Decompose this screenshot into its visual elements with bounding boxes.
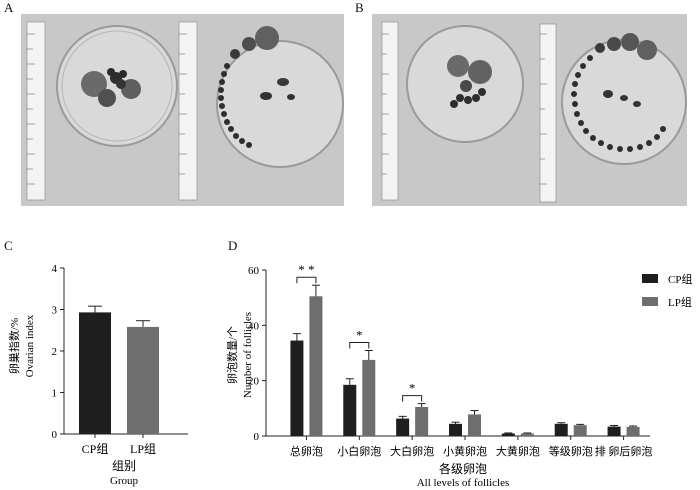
- d-bar: [626, 426, 640, 436]
- panel-label-b: B: [355, 0, 364, 15]
- c-ytick-label: 4: [52, 263, 58, 275]
- d-xlabel-cn: 各级卵泡: [439, 461, 487, 476]
- panel-label-c: C: [4, 238, 13, 253]
- d-bar: [415, 406, 429, 436]
- d-xtick-label: 总卵泡: [290, 444, 323, 458]
- d-significance-star: * *: [298, 262, 314, 277]
- c-bar: [127, 326, 159, 434]
- d-xtick-label: 大白卵泡: [390, 444, 434, 458]
- c-ytick-label: 0: [52, 429, 58, 441]
- legend-label-cp: CP组: [668, 272, 692, 286]
- d-significance-bracket: [402, 395, 423, 402]
- d-bar: [309, 296, 323, 436]
- c-ytick-label: 1: [52, 388, 58, 400]
- d-ylabel-cn: 卵泡数量/个: [225, 326, 239, 384]
- d-xtick-label: 大黄卵泡: [496, 444, 540, 458]
- d-ylabel-en: Number of follicles: [242, 312, 254, 398]
- d-ytick-label: 60: [248, 265, 260, 277]
- d-bar: [362, 359, 376, 436]
- d-xtick-label: 等级卵泡: [549, 444, 593, 458]
- c-xtick-label: LP组: [130, 442, 156, 456]
- c-xtick-label: CP组: [82, 442, 109, 456]
- c-ytick-label: 2: [52, 346, 58, 358]
- d-xlabel-en: All levels of follicles: [417, 477, 510, 489]
- c-ylabel-en: Ovarian index: [24, 314, 36, 377]
- d-bar: [573, 425, 587, 436]
- c-xlabel-en: Group: [110, 475, 139, 487]
- c-ylabel-cn: 卵巢指数/%: [7, 318, 21, 374]
- d-xtick-label: 排 卵后卵泡: [595, 444, 653, 458]
- d-ytick-label: 0: [254, 431, 260, 443]
- panel-label-a: A: [4, 0, 14, 15]
- d-legend: CP组 LP组: [642, 272, 692, 309]
- d-bar: [290, 340, 304, 436]
- d-xtick-label: 小白卵泡: [337, 444, 381, 458]
- d-significance-star: *: [356, 328, 363, 343]
- legend-label-lp: LP组: [668, 295, 692, 309]
- c-xlabel-cn: 组别: [112, 459, 136, 473]
- legend-swatch-lp: [642, 297, 658, 306]
- d-bar: [501, 433, 515, 436]
- ovary-photo-a: [21, 14, 344, 206]
- d-bar: [343, 384, 357, 436]
- d-bar: [520, 433, 534, 436]
- panel-label-d: D: [228, 238, 238, 253]
- d-xtick-label: 小黄卵泡: [443, 444, 487, 458]
- d-bar: [449, 423, 462, 436]
- d-bar: [554, 423, 568, 436]
- d-ytick-label: 20: [248, 376, 260, 388]
- d-bar: [607, 426, 621, 436]
- d-significance-star: *: [409, 381, 416, 396]
- ovary-photo-b: [372, 14, 687, 206]
- d-ytick-label: 40: [248, 320, 260, 332]
- legend-swatch-cp: [642, 274, 658, 283]
- c-bar: [79, 312, 111, 434]
- d-significance-bracket: [296, 276, 317, 284]
- d-bar: [468, 414, 481, 436]
- d-significance-bracket: [349, 342, 370, 349]
- c-ytick-label: 3: [52, 305, 58, 317]
- d-bar: [396, 418, 410, 436]
